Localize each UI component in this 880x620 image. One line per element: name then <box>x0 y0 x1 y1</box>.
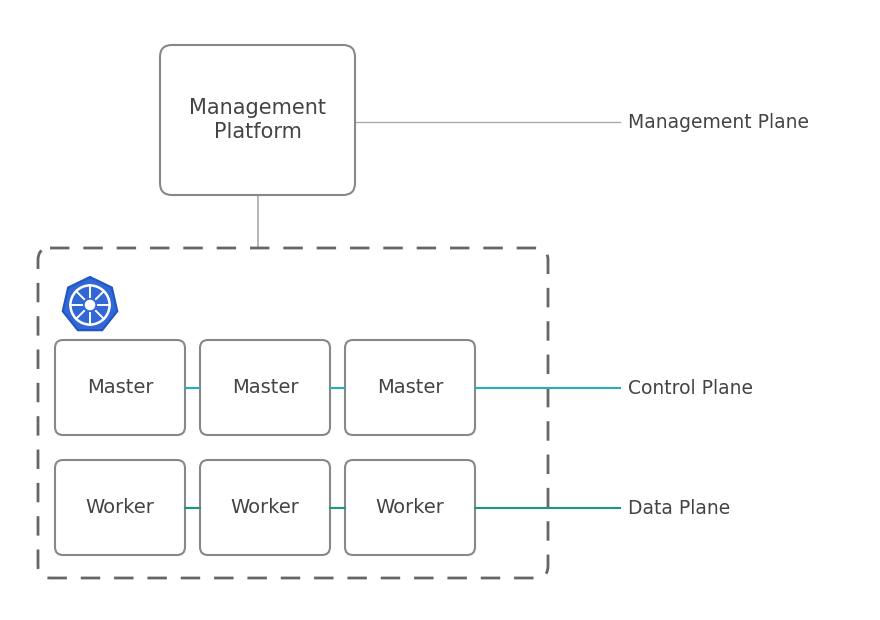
FancyBboxPatch shape <box>345 340 475 435</box>
Text: Master: Master <box>377 378 444 397</box>
FancyBboxPatch shape <box>55 460 185 555</box>
Text: Worker: Worker <box>231 498 299 517</box>
FancyBboxPatch shape <box>55 340 185 435</box>
Circle shape <box>85 300 95 309</box>
Text: Management Plane: Management Plane <box>628 112 809 131</box>
Text: Worker: Worker <box>85 498 154 517</box>
Text: Master: Master <box>87 378 153 397</box>
Text: Master: Master <box>231 378 298 397</box>
FancyBboxPatch shape <box>200 460 330 555</box>
Text: Control Plane: Control Plane <box>628 378 753 397</box>
Text: Worker: Worker <box>376 498 444 517</box>
Polygon shape <box>62 277 117 330</box>
Text: Management
Platform: Management Platform <box>189 99 326 141</box>
FancyBboxPatch shape <box>200 340 330 435</box>
FancyBboxPatch shape <box>160 45 355 195</box>
Text: Data Plane: Data Plane <box>628 498 730 518</box>
FancyBboxPatch shape <box>345 460 475 555</box>
